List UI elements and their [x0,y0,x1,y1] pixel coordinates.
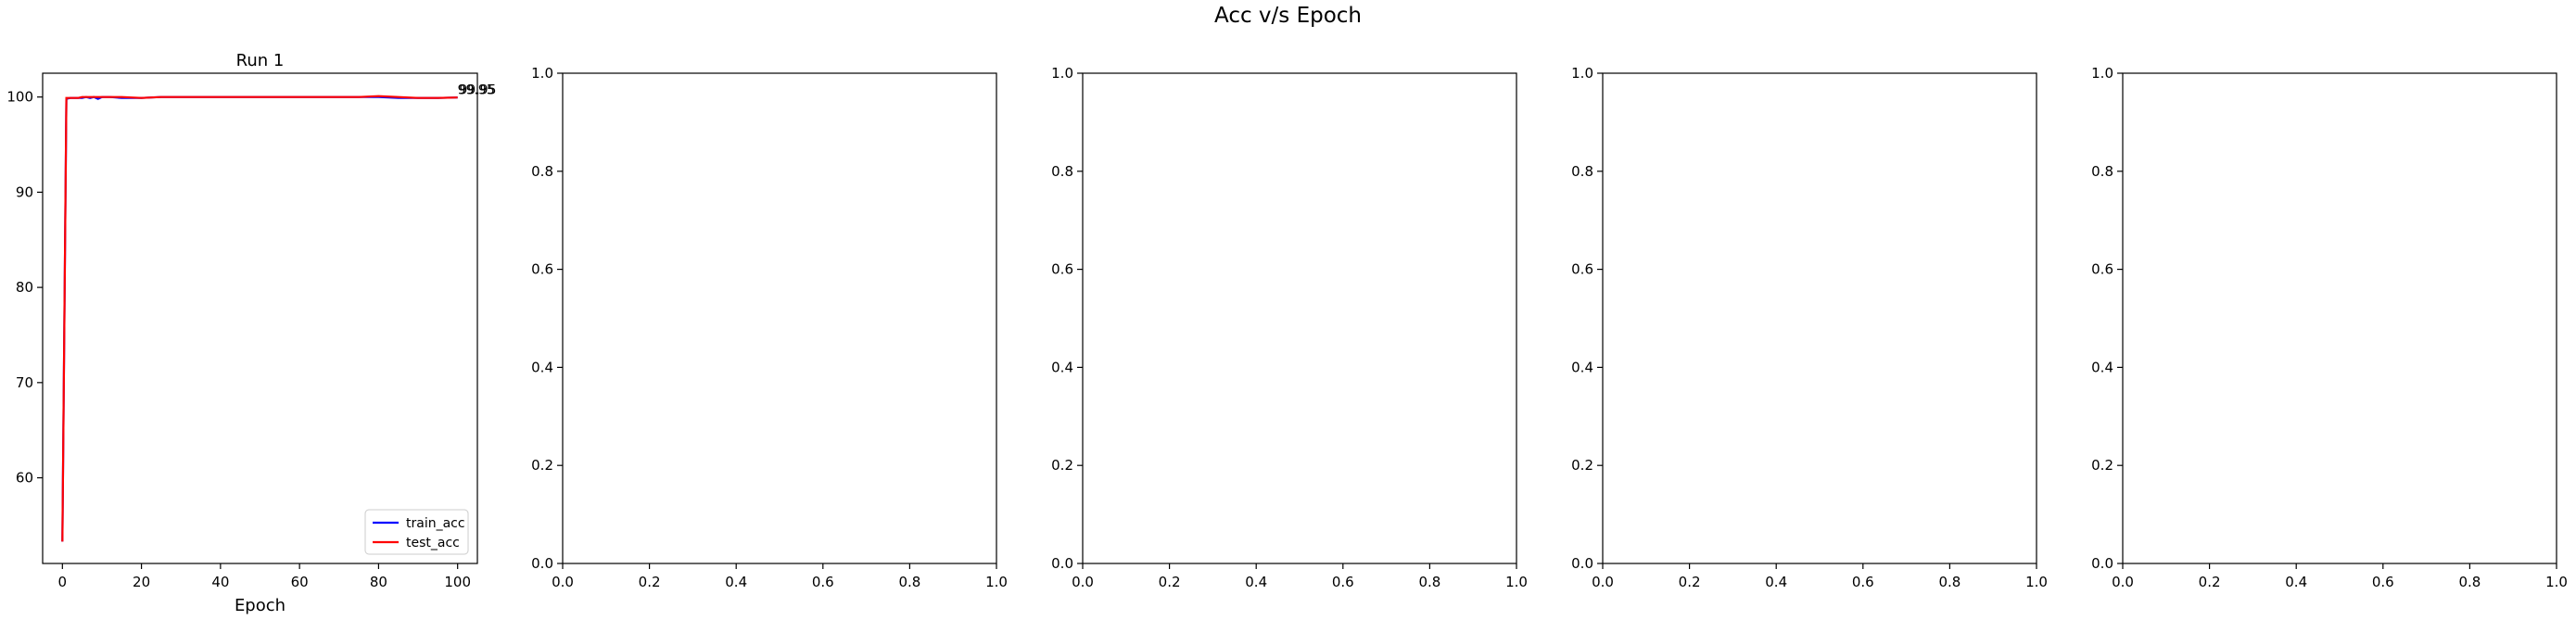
subplot-title: Run 1 [236,51,285,70]
x-tick-label: 1.0 [2545,574,2568,590]
y-tick-label: 0.0 [1571,555,1593,572]
x-tick-label: 0.6 [1332,574,1354,590]
x-tick-label: 1.0 [985,574,1008,590]
x-tick-label: 0.0 [1592,574,1614,590]
y-tick-label: 0.2 [2091,457,2113,474]
y-tick-label: 0.4 [1051,359,1073,375]
axes-frame [42,72,478,564]
legend-entry-test_acc: test_acc [406,536,460,550]
y-tick-label: 0.6 [2091,261,2113,278]
y-tick-label: 1.0 [1571,65,1593,82]
x-tick-label: 0.2 [1159,574,1181,590]
x-tick-label: 0.4 [725,574,747,590]
y-tick-label: 0.8 [1571,163,1593,180]
y-tick-label: 0.8 [531,163,553,180]
data-label: 99.95 [458,83,495,98]
x-tick-label: 0.4 [1765,574,1787,590]
y-tick-label: 70 [16,374,33,391]
x-tick-label: 0.2 [2199,574,2221,590]
x-tick-label: 20 [133,574,150,590]
figure-title: Acc v/s Epoch [1213,4,1362,28]
x-tick-label: 100 [444,574,471,590]
x-tick-label: 0.6 [1852,574,1874,590]
x-tick-label: 0.0 [2112,574,2134,590]
y-tick-label: 0.2 [1051,457,1073,474]
y-tick-label: 1.0 [1051,65,1073,82]
y-tick-label: 1.0 [2091,65,2113,82]
y-tick-label: 0.8 [1051,163,1073,180]
y-tick-label: 0.4 [531,359,553,375]
x-tick-label: 0.6 [2372,574,2394,590]
x-tick-label: 60 [291,574,309,590]
y-tick-label: 80 [16,279,33,296]
subplot-4: 0.0 0.2 0.4 0.6 0.8 1.0 0.0 0.2 0.4 0.6 0.8 1.0 [1571,65,2048,590]
y-tick-label: 0.0 [1051,555,1073,572]
x-tick-label: 0.6 [812,574,834,590]
x-tick-label: 0.8 [1418,574,1440,590]
y-tick-label: 60 [16,470,33,487]
subplot-2: 0.0 0.2 0.4 0.6 0.8 1.0 0.0 0.2 0.4 0.6 0.8 1.0 [531,65,1008,590]
legend-entry-train_acc: train_acc [406,516,465,531]
y-tick-label: 90 [16,183,33,200]
axes-frame [1602,72,2037,564]
axes-frame [1082,72,1517,564]
x-tick-label: 0.2 [1679,574,1701,590]
subplot-5: 0.0 0.2 0.4 0.6 0.8 1.0 0.0 0.2 0.4 0.6 0.8 1.0 [2091,65,2568,590]
y-tick-label: 100 [6,89,33,106]
y-tick-label: 0.0 [2091,555,2113,572]
x-tick-label: 1.0 [1505,574,1528,590]
axes-frame [562,72,997,564]
y-tick-label: 0.2 [1571,457,1593,474]
x-tick-label: 0.2 [639,574,661,590]
x-tick-label: 0.8 [1938,574,1961,590]
y-tick-label: 0.8 [2091,163,2113,180]
y-tick-label: 0.4 [1571,359,1593,375]
axes-frame [2122,72,2557,564]
y-tick-label: 0.6 [531,261,553,278]
x-tick-label: 0.4 [1245,574,1267,590]
legend: train_acc test_acc [364,509,469,555]
x-tick-label: 0.8 [898,574,920,590]
x-tick-label: 0.8 [2458,574,2481,590]
x-tick-label: 0.4 [2285,574,2307,590]
x-tick-label: 1.0 [2025,574,2048,590]
x-tick-label: 80 [370,574,387,590]
x-tick-label: 0.0 [1072,574,1094,590]
y-tick-label: 0.6 [1051,261,1073,278]
y-tick-label: 0.2 [531,457,553,474]
series-line-test_acc [61,95,458,542]
x-tick-label: 0 [58,574,68,590]
subplot-3: 0.0 0.2 0.4 0.6 0.8 1.0 0.0 0.2 0.4 0.6 0.8 1.0 [1051,65,1528,590]
y-tick-label: 0.4 [2091,359,2113,375]
y-tick-label: 0.0 [531,555,553,572]
x-tick-label: 0.0 [552,574,574,590]
data-label: 99.95 [459,83,496,98]
y-tick-label: 0.6 [1571,261,1593,278]
series-line-train_acc [61,95,458,542]
x-tick-label: 40 [211,574,229,590]
x-axis-label: Epoch [235,596,286,615]
y-tick-label: 1.0 [531,65,553,82]
